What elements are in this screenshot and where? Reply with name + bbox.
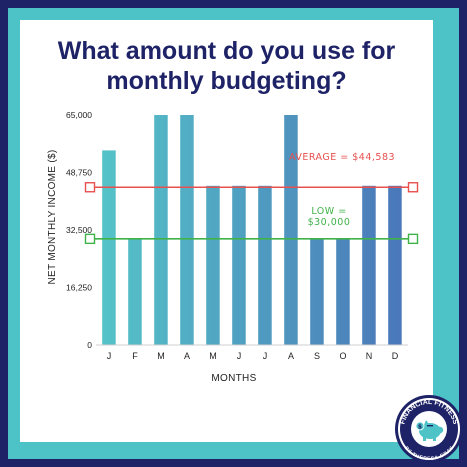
x-tick-label: J bbox=[237, 351, 242, 361]
x-tick-label: S bbox=[314, 351, 320, 361]
x-tick-label: M bbox=[209, 351, 217, 361]
x-tick-label: O bbox=[339, 351, 346, 361]
reference-marker bbox=[84, 233, 96, 245]
bar-2 bbox=[128, 238, 142, 345]
bar-7 bbox=[258, 185, 272, 345]
x-tick-label: A bbox=[184, 351, 190, 361]
x-tick-label: N bbox=[366, 351, 373, 361]
bar-9 bbox=[310, 238, 324, 345]
y-tick-label: 0 bbox=[87, 340, 92, 350]
bar-11 bbox=[362, 185, 376, 345]
y-tick-label: 65,000 bbox=[66, 110, 92, 120]
piggy-bank-icon: $ bbox=[415, 420, 444, 441]
y-tick-label: 32,500 bbox=[66, 225, 92, 235]
bar-4 bbox=[180, 115, 194, 345]
reference-label-2: LOW = $30,000 bbox=[308, 206, 351, 228]
x-tick-label: J bbox=[263, 351, 268, 361]
bar-10 bbox=[336, 238, 350, 345]
financial-fitness-badge: FINANCIAL FITNESS BY THERESA GRAY $ bbox=[395, 395, 463, 463]
reference-marker bbox=[84, 182, 96, 193]
y-tick-label: 48,750 bbox=[66, 168, 92, 178]
reference-label-1: AVERAGE = $44,583 bbox=[289, 152, 395, 163]
reference-marker bbox=[407, 182, 419, 193]
bar-1 bbox=[102, 150, 116, 345]
x-tick-label: A bbox=[288, 351, 294, 361]
x-axis-label: MONTHS bbox=[211, 373, 256, 384]
svg-text:$: $ bbox=[418, 423, 422, 430]
bar-12 bbox=[388, 185, 402, 345]
bar-6 bbox=[232, 185, 246, 345]
x-tick-label: M bbox=[157, 351, 165, 361]
bar-5 bbox=[206, 185, 220, 345]
x-tick-label: D bbox=[392, 351, 399, 361]
bar-3 bbox=[154, 115, 168, 345]
x-tick-label: J bbox=[107, 351, 112, 361]
y-axis-label: NET MONTHLY INCOME ($) bbox=[47, 150, 58, 285]
bar-8 bbox=[284, 115, 298, 345]
x-tick-label: F bbox=[132, 351, 138, 361]
chart-title: What amount do you use for monthly budge… bbox=[57, 37, 396, 95]
reference-marker bbox=[407, 233, 419, 245]
y-tick-label: 16,250 bbox=[66, 283, 92, 293]
